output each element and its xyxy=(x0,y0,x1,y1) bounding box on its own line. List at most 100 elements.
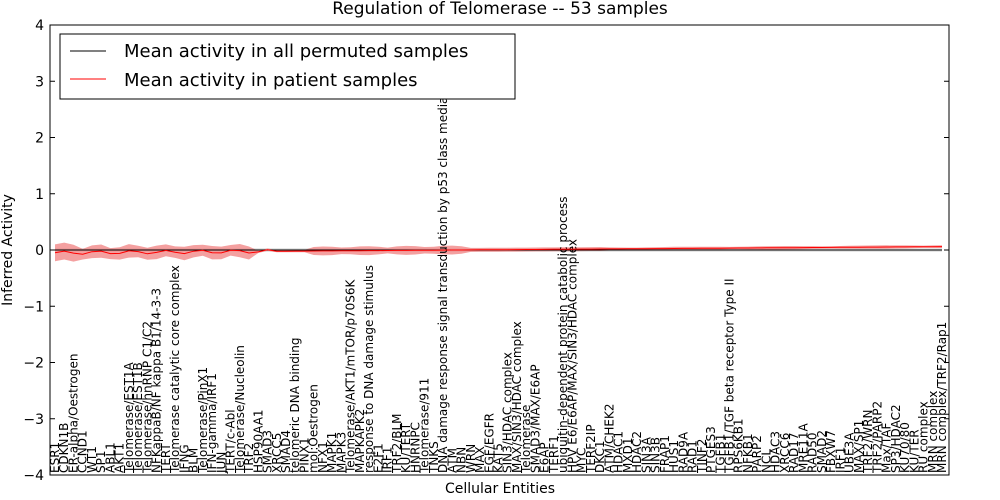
entity-label: PTGES3 xyxy=(704,426,718,473)
patient-mean-line xyxy=(54,246,943,255)
entity-label: EGF/EGFR xyxy=(482,413,496,473)
entity-label: RPS6KB1 xyxy=(732,418,746,473)
entity-label: ESR1 xyxy=(48,442,62,473)
entity-label: NBN xyxy=(455,447,469,473)
entity-label: KU/TER xyxy=(907,429,921,473)
entity-label: HDAC1 xyxy=(612,431,626,473)
entity-label: HNRNPC xyxy=(408,422,422,473)
entity-label: SIN3/HDAC complex xyxy=(501,352,515,473)
x-axis-label: Cellular Entities xyxy=(445,481,555,497)
entity-label: SMAD4 xyxy=(279,430,293,473)
entity-label: KU70/80 xyxy=(898,422,912,473)
entity-label: MAPK1 xyxy=(325,432,339,473)
entity-label: TERT/c-Abl xyxy=(224,409,238,474)
entity-label: ATM xyxy=(445,448,459,473)
entity-label: FBXW7 xyxy=(824,430,838,473)
entity-label: MAX xyxy=(473,446,487,473)
entity-label: CDKN1B xyxy=(57,423,71,473)
y-tick-label: 0 xyxy=(35,243,44,259)
entity-label: NFX1 xyxy=(316,441,330,473)
entity-label: MXD1 xyxy=(621,438,635,473)
entity-label: MAX/SP1 xyxy=(852,420,866,473)
entity-label: Telomerase xyxy=(519,405,533,474)
chart-title: Regulation of Telomerase -- 53 samples xyxy=(332,0,668,19)
entity-label: ABL1 xyxy=(103,442,117,473)
entity-label: HUS1 xyxy=(667,440,681,473)
entity-label: Telomerase/PinX1 xyxy=(196,367,210,474)
entity-label: TGFB1 xyxy=(713,434,727,474)
entity-label: E6AP xyxy=(538,442,552,473)
entity-label: UBE3A xyxy=(843,432,857,473)
legend: Mean activity in all permuted samples Me… xyxy=(59,33,516,100)
entity-label: TERT xyxy=(159,443,173,474)
entity-label: NFKB1 xyxy=(741,433,755,473)
entity-label: IFNG xyxy=(177,444,191,473)
entity-label: HPV E6/E6AP/MAX/SIN3/HDAC complex xyxy=(565,239,579,473)
entity-label: telomeric DNA binding xyxy=(288,338,302,474)
entity-label: SP3/HDAC2 xyxy=(889,404,903,473)
entity-label: BLM xyxy=(187,448,201,473)
entity-label: RAD50 xyxy=(806,432,820,473)
entity-label: ubiquitin-dependent protein catabolic pr… xyxy=(556,197,570,473)
entity-label: mol:Oestrogen xyxy=(307,384,321,473)
entity-label: MAX/SIN3/HDAC complex xyxy=(510,321,524,473)
entity-label: MRN complex/TRF2/Rap1 xyxy=(935,322,949,473)
legend-label-patient: Mean activity in patient samples xyxy=(124,70,418,91)
entity-label: NFKappaB/NF kappa B1/14-3-3 xyxy=(150,288,164,473)
entity-label: DNA damage response signal transduction … xyxy=(436,80,450,473)
patient-band xyxy=(55,242,942,262)
entity-label: CCND1 xyxy=(76,430,90,473)
entity-label: WRN xyxy=(464,444,478,473)
entity-label: Telomerase/EST1A xyxy=(122,361,136,474)
plot-frame xyxy=(49,24,950,476)
entity-label: TERF1 xyxy=(547,435,561,474)
entity-label: PINX1 xyxy=(298,437,312,473)
entity-label: TRF2/WRN xyxy=(861,410,875,474)
entity-label: Telomerase/AKT1/mTOR/p70S6K xyxy=(344,278,358,474)
entity-label: Telomerase/Nucleolin xyxy=(233,345,247,474)
y-tick-label: 1 xyxy=(35,187,44,203)
entity-label: MAPK3 xyxy=(334,432,348,473)
entity-label: Telomerase/hnRNP C1/C2 xyxy=(140,321,154,474)
entity-label: HDAC3 xyxy=(769,431,783,473)
entity-label: MAPKAPK2 xyxy=(353,409,367,473)
entity-label: ATM/CHEK2 xyxy=(602,404,616,474)
entity-label: Telomerase catalytic core complex xyxy=(168,265,182,474)
entity-label: SIN3A xyxy=(639,436,653,473)
y-tick-label: 2 xyxy=(35,131,44,147)
entity-label: KAT5 xyxy=(492,443,506,473)
entity-label: Max/TAF xyxy=(880,423,894,473)
legend-box xyxy=(59,33,516,100)
entity-label: RAD17 xyxy=(787,432,801,473)
entity-label: SMAD2 xyxy=(815,430,829,473)
entity-label: TNKS xyxy=(427,441,441,474)
y-tick-label: −1 xyxy=(23,299,44,315)
entity-label: XRCC5 xyxy=(270,433,284,473)
y-tick-label: −2 xyxy=(23,356,44,372)
entity-label: JUN xyxy=(214,452,228,474)
entity-label: TRF2/BLM xyxy=(390,413,404,474)
entity-label: Telomerase/911 xyxy=(418,378,432,474)
entity-label: SP1 xyxy=(94,451,108,474)
entity-label: NCL xyxy=(759,449,773,473)
entity-label: RU complex xyxy=(917,401,931,473)
y-tick-label: 4 xyxy=(35,18,44,34)
entity-label: WT1 xyxy=(85,446,99,473)
entity-label: FRAP1 xyxy=(658,435,672,473)
entity-label: PARP2 xyxy=(750,435,764,473)
entity-label: DKC1 xyxy=(593,441,607,473)
entity-label: IRF1 xyxy=(833,447,847,473)
entity-label: SMAD3/MAX/E6AP xyxy=(529,364,543,473)
legend-label-permuted: Mean activity in all permuted samples xyxy=(124,41,468,62)
entity-label: HDAC2 xyxy=(630,431,644,473)
entity-label: XRCC6 xyxy=(778,433,792,473)
entity-label: KU/TERT xyxy=(399,422,413,473)
entity-label: MRN complex xyxy=(926,391,940,473)
entity-label: TGFB1/TGF beta receptor Type II xyxy=(723,278,737,474)
entity-label: RAD1 xyxy=(686,440,700,473)
entity-labels: ESR1CDKN1BER-alpha/OestrogenCCND1WT1SP1A… xyxy=(48,80,949,474)
entity-label: TRF2 xyxy=(242,443,256,474)
y-axis-label: Inferred Activity xyxy=(0,194,16,306)
series-lines xyxy=(54,246,943,255)
